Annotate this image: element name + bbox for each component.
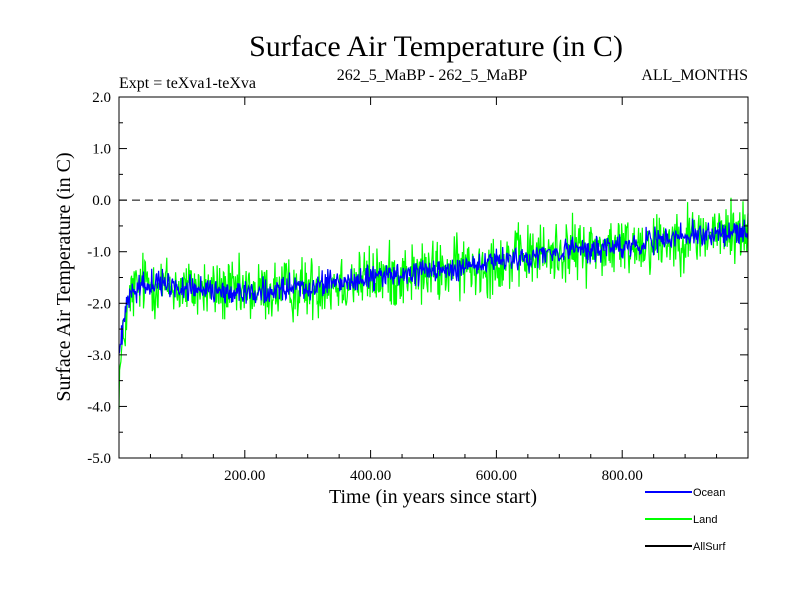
legend-label-land: Land xyxy=(693,514,717,526)
chart-title: Surface Air Temperature (in C) xyxy=(249,30,623,63)
subtitle-center: 262_5_MaBP - 262_5_MaBP xyxy=(337,67,528,84)
y-tick-label: -5.0 xyxy=(87,451,111,467)
x-tick-label: 200.00 xyxy=(224,468,265,484)
y-tick-label: -3.0 xyxy=(87,348,111,364)
x-tick-label: 400.00 xyxy=(350,468,391,484)
y-axis: -5.0 -4.0 -3.0 -2.0 -1.0 0.0 1.0 2.0 xyxy=(87,90,748,467)
y-tick-label: -1.0 xyxy=(87,245,111,261)
y-axis-label: Surface Air Temperature (in C) xyxy=(53,152,75,401)
legend-label-allsurf: AllSurf xyxy=(693,541,726,553)
x-axis-label: Time (in years since start) xyxy=(329,486,537,508)
legend-label-ocean: Ocean xyxy=(693,487,725,499)
y-tick-label: 2.0 xyxy=(92,90,111,106)
y-tick-label: 0.0 xyxy=(92,193,111,209)
subtitle-right: ALL_MONTHS xyxy=(641,67,748,84)
x-tick-label: 800.00 xyxy=(602,468,643,484)
x-tick-label: 600.00 xyxy=(476,468,517,484)
y-tick-label: -2.0 xyxy=(87,296,111,312)
series-layer xyxy=(118,197,749,410)
y-tick-label: 1.0 xyxy=(92,142,111,158)
series-line-land xyxy=(118,197,749,410)
series-line-ocean xyxy=(118,218,749,354)
y-tick-label: -4.0 xyxy=(87,399,111,415)
subtitle-left: Expt = teXva1-teXva xyxy=(119,75,256,92)
x-axis: 200.00 400.00 600.00 800.00 xyxy=(149,97,718,484)
legend: Ocean Land AllSurf xyxy=(645,487,726,553)
